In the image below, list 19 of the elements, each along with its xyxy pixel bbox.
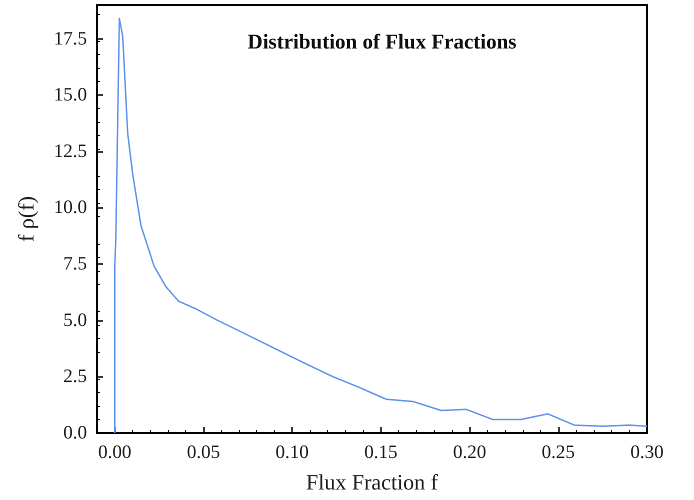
x-tick-label: 0.30 xyxy=(630,442,664,463)
line-series xyxy=(114,18,648,434)
y-axis-title: f ρ(f) xyxy=(14,196,38,242)
y-tick-label: 17.5 xyxy=(54,28,87,50)
x-tick-label: 0.20 xyxy=(452,442,486,463)
y-tick-label: 0.0 xyxy=(63,422,87,444)
y-tick-label: 10.0 xyxy=(54,197,87,218)
y-tick-label: 15.0 xyxy=(54,84,87,106)
x-axis-title: Flux Fraction f xyxy=(306,470,439,494)
y-tick-label: 7.5 xyxy=(63,254,87,275)
y-tick-label: 2.5 xyxy=(63,366,87,388)
y-tick-label: 12.5 xyxy=(54,140,87,162)
x-tick-label: 0.15 xyxy=(364,442,398,463)
x-tick-label: 0.05 xyxy=(186,442,220,463)
x-tick-label: 0.25 xyxy=(542,442,575,463)
x-tick-label: 0.00 xyxy=(98,442,132,463)
text: Distribution of Flux Fractions xyxy=(248,30,516,54)
x-tick-label: 0.10 xyxy=(276,442,309,463)
y-tick-label: 5.0 xyxy=(63,310,87,331)
